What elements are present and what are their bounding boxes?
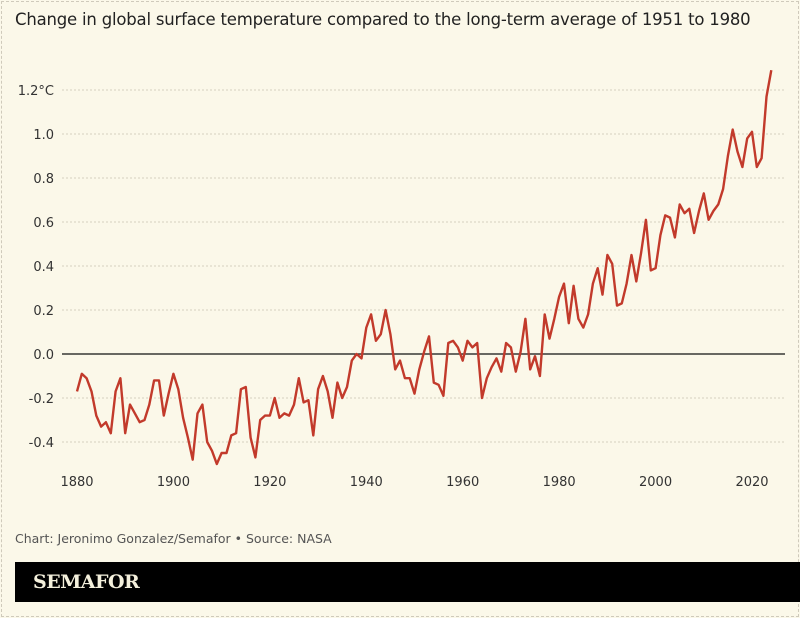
y-tick-label: 1.2°C <box>18 84 54 99</box>
x-tick-label: 1880 <box>60 475 93 490</box>
y-tick-label: 1.0 <box>33 128 54 143</box>
y-tick-label: 0.0 <box>33 348 54 363</box>
temperature-series-line <box>75 69 773 466</box>
chart-credit: Chart: Jeronimo Gonzalez/Semafor • Sourc… <box>15 531 332 546</box>
x-tick-label: 2000 <box>639 475 672 490</box>
chart-title: Change in global surface temperature com… <box>15 10 751 29</box>
x-tick-label: 1960 <box>446 475 479 490</box>
x-tick-label: 1940 <box>350 475 383 490</box>
line-chart: 1.2°C 1.0 0.8 0.6 0.4 0.2 0.0 -0.2 -0.4 1880 1900 1… <box>18 69 785 490</box>
y-tick-label: -0.2 <box>29 392 54 407</box>
y-tick-label: 0.4 <box>33 260 54 275</box>
x-tick-label: 2020 <box>735 475 768 490</box>
brand-banner: SEMAFOR <box>15 562 800 602</box>
x-tick-label: 1980 <box>543 475 576 490</box>
x-tick-label: 1920 <box>253 475 286 490</box>
semafor-logo: SEMAFOR <box>33 571 140 593</box>
y-tick-label: 0.6 <box>33 216 54 231</box>
x-tick-label: 1900 <box>157 475 190 490</box>
y-tick-label: 0.8 <box>33 172 54 187</box>
y-tick-label: 0.2 <box>33 304 54 319</box>
y-tick-label: -0.4 <box>29 436 54 451</box>
